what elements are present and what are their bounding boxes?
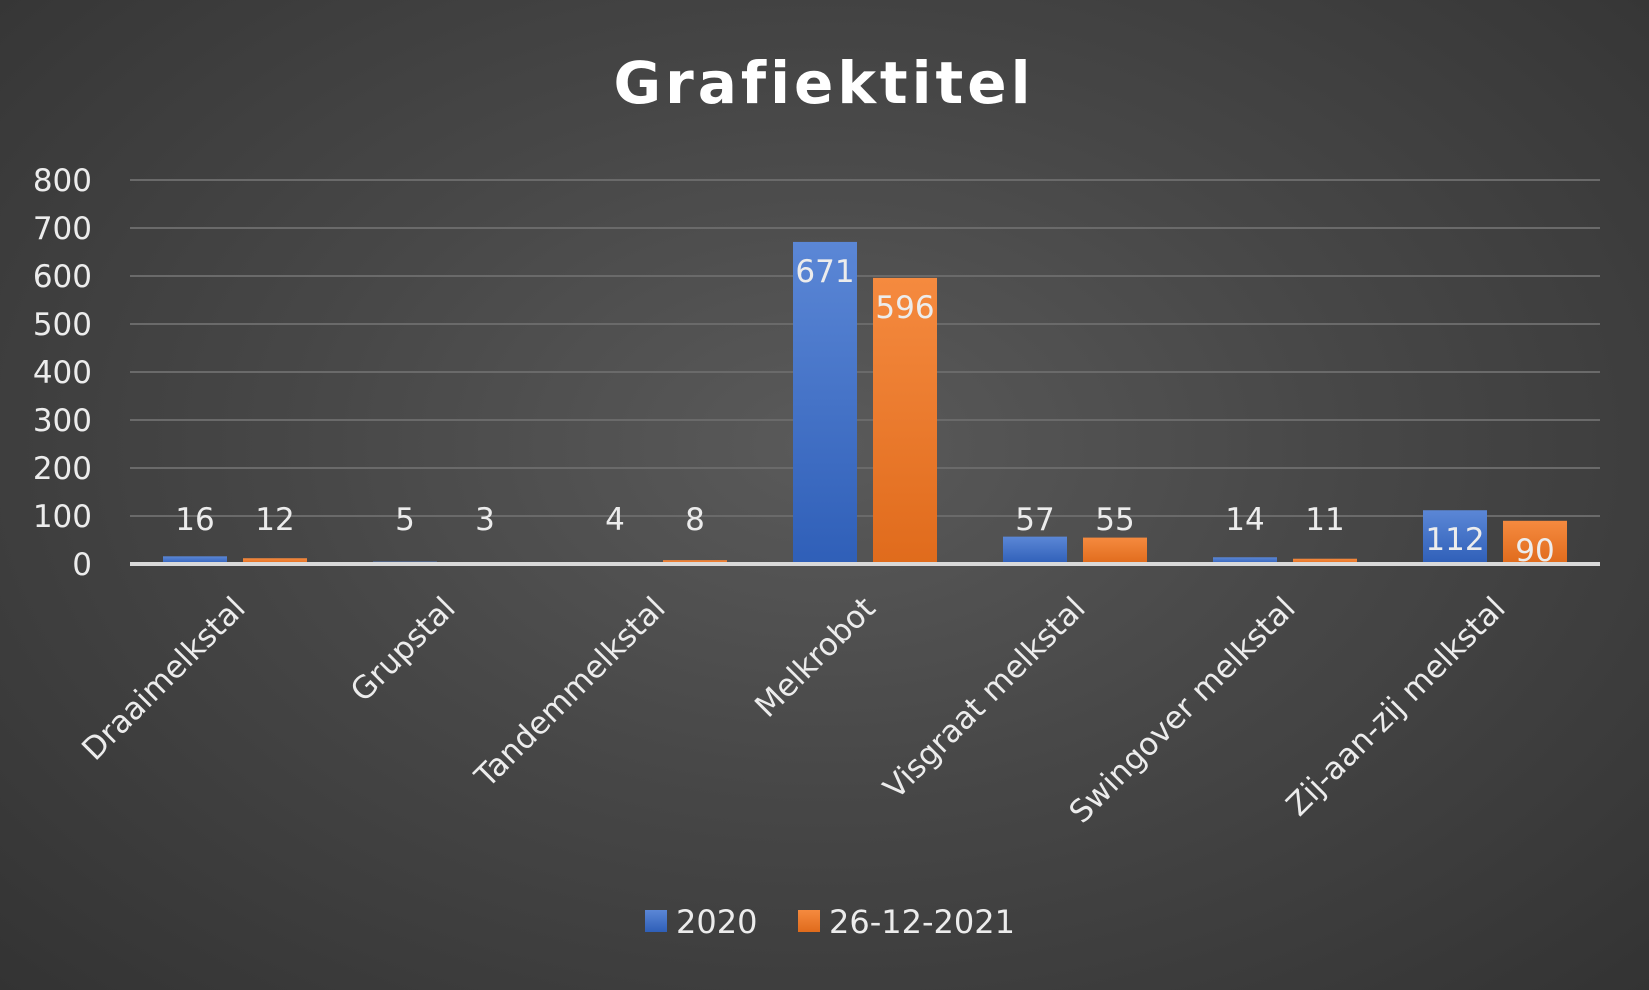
bar-2020-Swingover melkstal: [1213, 557, 1277, 564]
data-label: 8: [685, 502, 705, 538]
gridlines: [130, 179, 1600, 517]
data-label: 57: [1015, 502, 1054, 538]
bar-2020-Draaimelkstal: [163, 556, 227, 564]
data-label: 14: [1225, 502, 1264, 538]
data-label: 5: [395, 502, 415, 538]
data-label: 55: [1095, 502, 1134, 538]
data-label: 596: [875, 290, 934, 326]
y-tick-label: 400: [33, 355, 92, 391]
y-tick-label: 0: [72, 547, 92, 583]
y-tick-label: 700: [33, 211, 92, 247]
y-tick-label: 300: [33, 403, 92, 439]
bar-2020-Visgraat melkstal: [1003, 536, 1067, 564]
data-label: 16: [175, 502, 214, 538]
bar-26-12-2021-Swingover melkstal: [1293, 558, 1357, 564]
y-tick-label: 100: [33, 499, 92, 535]
category-label: Visgraat melkstal: [877, 590, 1093, 806]
legend-label: 26-12-2021: [829, 903, 1015, 941]
bar-2020-Melkrobot: [793, 241, 857, 565]
data-label: 12: [255, 502, 294, 538]
legend: 2020 26-12-2021: [645, 903, 1015, 941]
legend-swatch: [798, 910, 820, 932]
y-tick-label: 800: [33, 163, 92, 199]
data-label: 4: [605, 502, 625, 538]
legend-label: 2020: [676, 903, 757, 941]
category-label: Tandemmelkstal: [467, 590, 672, 795]
y-axis-ticks: 0 100 200 300 400 500 600 700 800: [33, 163, 92, 583]
x-axis-categories: Draaimelkstal Grupstal Tandemmelkstal Melkr…: [75, 590, 1512, 830]
y-tick-label: 600: [33, 259, 92, 295]
data-label: 11: [1305, 502, 1344, 538]
y-tick-label: 200: [33, 451, 92, 487]
category-label: Grupstal: [344, 590, 463, 709]
bar-2020-Zij-aan-zij melkstal: [1423, 510, 1487, 564]
bar-26-12-2021-Draaimelkstal: [243, 558, 307, 564]
legend-swatch: [645, 910, 667, 932]
category-label: Melkrobot: [748, 590, 883, 725]
y-tick-label: 500: [33, 307, 92, 343]
data-label: 671: [795, 254, 854, 290]
category-label: Zij-aan-zij melkstal: [1280, 590, 1513, 823]
bar-26-12-2021-Visgraat melkstal: [1083, 537, 1147, 564]
bar-26-12-2021-Melkrobot: [873, 277, 937, 564]
bars: [163, 241, 1567, 565]
category-label: Draaimelkstal: [75, 590, 252, 767]
bar-26-12-2021-Zij-aan-zij melkstal: [1503, 520, 1567, 564]
data-label: 112: [1425, 522, 1484, 558]
category-label: Swingover melkstal: [1062, 590, 1302, 830]
chart-title: Grafiektitel: [614, 49, 1035, 117]
data-label: 3: [475, 502, 495, 538]
